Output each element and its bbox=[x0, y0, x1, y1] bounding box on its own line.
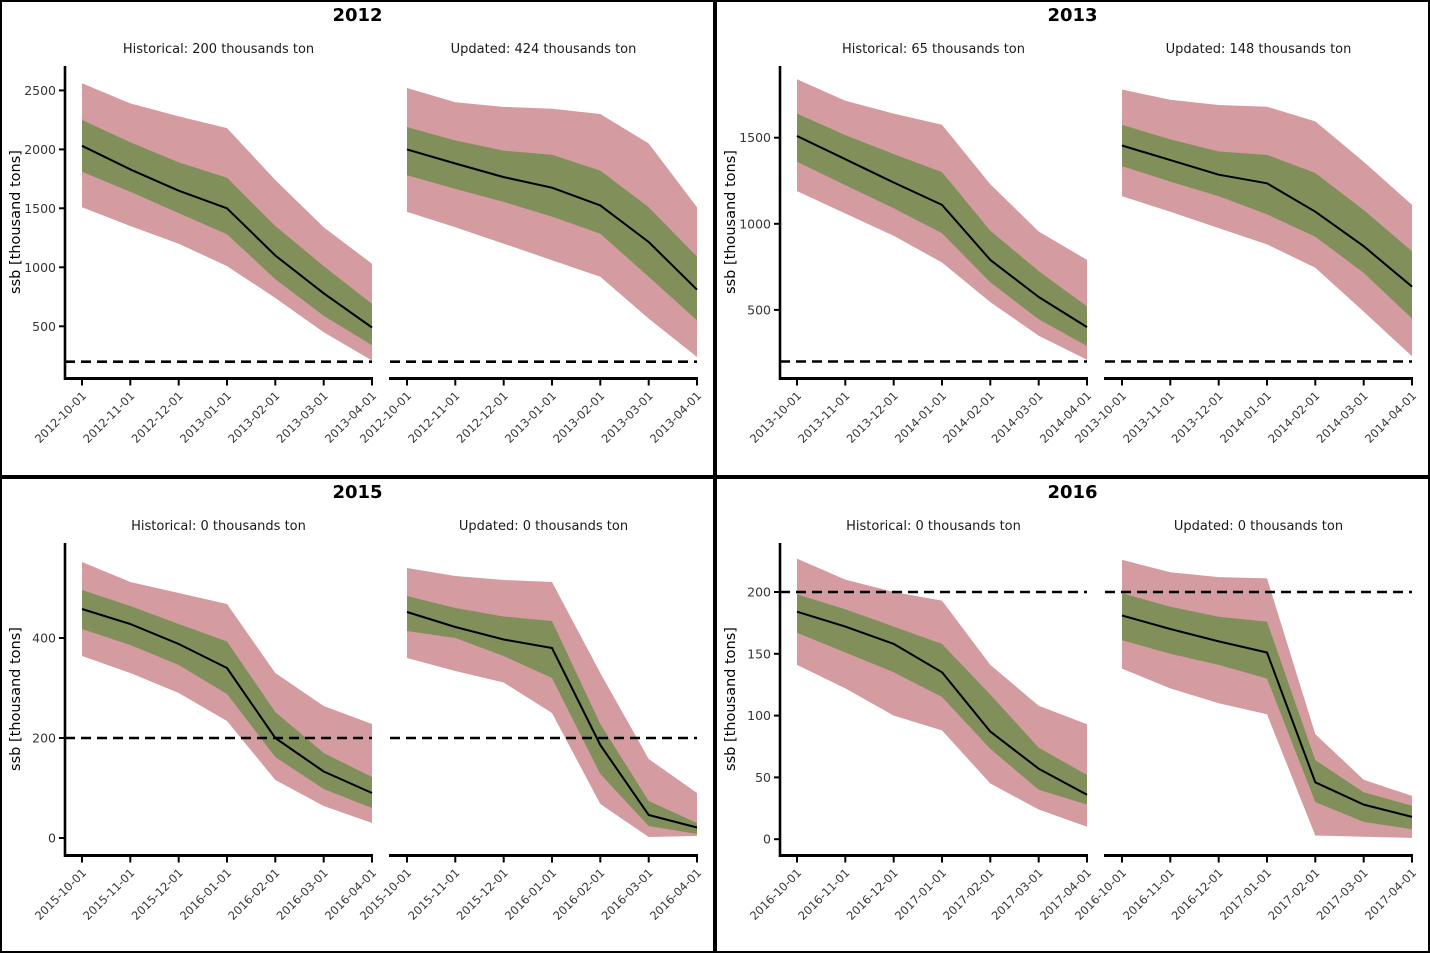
y-tick-label: 1500 bbox=[24, 201, 56, 216]
y-tick-label: 50 bbox=[755, 770, 771, 785]
x-tick-label: 2013-04-01 bbox=[647, 389, 704, 446]
y-tick-label: 150 bbox=[747, 646, 771, 661]
subplot-title-updated: Updated: 424 thousands ton bbox=[450, 42, 637, 57]
median-line bbox=[796, 135, 1088, 328]
subplot-title-updated: Updated: 0 thousands ton bbox=[458, 519, 629, 534]
y-tick-label: 0 bbox=[763, 832, 771, 847]
x-tick-label: 2016-04-01 bbox=[647, 866, 704, 923]
y-tick-label: 500 bbox=[32, 319, 56, 334]
subplot-title-historical: Historical: 0 thousands ton bbox=[846, 519, 1021, 534]
y-tick-label: 0 bbox=[48, 831, 56, 846]
chart-svg-2016: 2016-10-012016-11-012016-12-012017-01-01… bbox=[747, 543, 1419, 923]
y-tick-label: 2500 bbox=[24, 83, 56, 98]
median-line bbox=[81, 144, 373, 329]
median-line bbox=[406, 148, 698, 291]
chart-svg-2015: 2015-10-012015-11-012015-12-012016-01-01… bbox=[32, 543, 704, 923]
x-tick-label: 2017-04-01 bbox=[1362, 866, 1419, 923]
inner-uncertainty-band bbox=[797, 594, 1087, 805]
y-tick-label: 2000 bbox=[24, 142, 56, 157]
inner-uncertainty-band bbox=[407, 127, 697, 321]
median-line bbox=[81, 608, 373, 794]
panel-2013: 2013 Historical: 65 thousands ton Update… bbox=[715, 0, 1430, 477]
y-tick-label: 1000 bbox=[24, 260, 56, 275]
x-tick-label: 2014-04-01 bbox=[1362, 389, 1419, 446]
y-tick-label: 500 bbox=[747, 302, 771, 317]
panel-title-2013: 2013 bbox=[1047, 5, 1098, 26]
median-line bbox=[1121, 144, 1413, 288]
y-tick-label: 1000 bbox=[739, 216, 771, 231]
chart-svg-2013: 2013-10-012013-11-012013-12-012014-01-01… bbox=[739, 66, 1419, 446]
panel-2012: 2012 Historical: 200 thousands ton Updat… bbox=[0, 0, 715, 477]
subplot-title-historical: Historical: 0 thousands ton bbox=[131, 519, 306, 534]
chart-svg-2012: 2012-10-012012-11-012012-12-012013-01-01… bbox=[24, 66, 704, 446]
inner-uncertainty-band bbox=[82, 590, 372, 808]
y-tick-label: 200 bbox=[32, 731, 56, 746]
subplot-title-updated: Updated: 0 thousands ton bbox=[1173, 519, 1344, 534]
median-line bbox=[406, 611, 698, 829]
median-line bbox=[796, 610, 1088, 796]
subplot-title-historical: Historical: 65 thousands ton bbox=[841, 42, 1026, 57]
panel-2015: 2015 Historical: 0 thousands ton Updated… bbox=[0, 477, 715, 953]
y-tick-label: 100 bbox=[747, 708, 771, 723]
inner-uncertainty-band bbox=[1122, 124, 1412, 319]
subplot-title-updated: Updated: 148 thousands ton bbox=[1165, 42, 1352, 57]
panel-title-2015: 2015 bbox=[332, 482, 383, 503]
inner-uncertainty-band bbox=[407, 596, 697, 834]
y-tick-label: 1500 bbox=[739, 130, 771, 145]
subplot-title-historical: Historical: 200 thousands ton bbox=[122, 42, 315, 57]
panel-title-2016: 2016 bbox=[1047, 482, 1098, 503]
y-tick-label: 200 bbox=[747, 585, 771, 600]
y-tick-label: 400 bbox=[32, 631, 56, 646]
median-line bbox=[1121, 614, 1413, 818]
panel-title-2012: 2012 bbox=[332, 5, 383, 26]
inner-uncertainty-band bbox=[1122, 593, 1412, 830]
inner-uncertainty-band bbox=[82, 119, 372, 346]
panel-2016: 2016 Historical: 0 thousands ton Updated… bbox=[715, 477, 1430, 953]
